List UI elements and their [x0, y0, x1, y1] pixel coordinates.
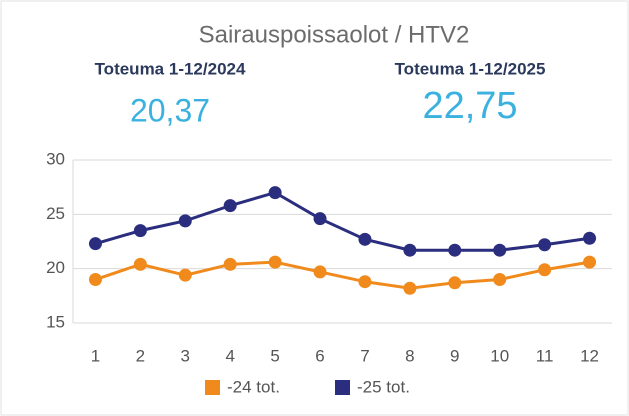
data-point	[133, 224, 147, 238]
legend-swatch	[205, 380, 220, 395]
y-tick-label: 30	[46, 149, 65, 168]
x-tick-label: 6	[315, 346, 324, 365]
x-tick-label: 12	[580, 346, 599, 365]
chart-title: Sairauspoissaolot / HTV2	[199, 21, 470, 48]
x-tick-label: 3	[181, 346, 190, 365]
x-tick-label: 5	[270, 346, 279, 365]
kpi-value: 22,75	[422, 85, 517, 127]
x-tick-label: 10	[490, 346, 509, 365]
data-point	[358, 275, 372, 289]
data-point	[403, 243, 417, 257]
kpi-value: 20,37	[130, 92, 210, 128]
data-point	[448, 276, 462, 290]
x-tick-label: 7	[360, 346, 369, 365]
x-tick-label: 1	[91, 346, 100, 365]
data-point	[268, 186, 282, 200]
data-point	[178, 268, 192, 282]
data-point	[223, 257, 237, 271]
data-point	[538, 263, 552, 277]
kpi-label: Toteuma 1-12/2024	[95, 59, 246, 78]
data-point	[313, 212, 327, 226]
x-tick-label: 4	[225, 346, 234, 365]
y-tick-label: 15	[46, 312, 65, 331]
y-tick-label: 20	[46, 258, 65, 277]
y-tick-label: 25	[46, 204, 65, 223]
data-point	[403, 281, 417, 295]
data-point	[493, 243, 507, 257]
data-point	[358, 232, 372, 246]
data-point	[313, 265, 327, 279]
data-point	[583, 231, 597, 245]
legend-swatch	[335, 380, 350, 395]
data-point	[268, 255, 282, 269]
x-tick-label: 11	[536, 346, 554, 365]
data-point	[493, 273, 507, 287]
series-line	[94, 260, 590, 290]
data-point	[133, 257, 147, 271]
data-point	[448, 243, 462, 257]
x-tick-label: 2	[136, 346, 145, 365]
data-point	[88, 273, 102, 287]
x-tick-label: 8	[405, 346, 414, 365]
series-line	[95, 190, 590, 252]
data-point	[178, 214, 192, 228]
data-point	[88, 237, 102, 251]
data-point	[583, 255, 597, 269]
x-tick-label: 9	[450, 346, 459, 365]
legend-label: -24 tot.	[227, 377, 280, 396]
data-point	[538, 238, 552, 252]
legend-label: -25 tot.	[357, 377, 410, 396]
data-point	[223, 199, 237, 213]
kpi-label: Toteuma 1-12/2025	[395, 59, 546, 78]
